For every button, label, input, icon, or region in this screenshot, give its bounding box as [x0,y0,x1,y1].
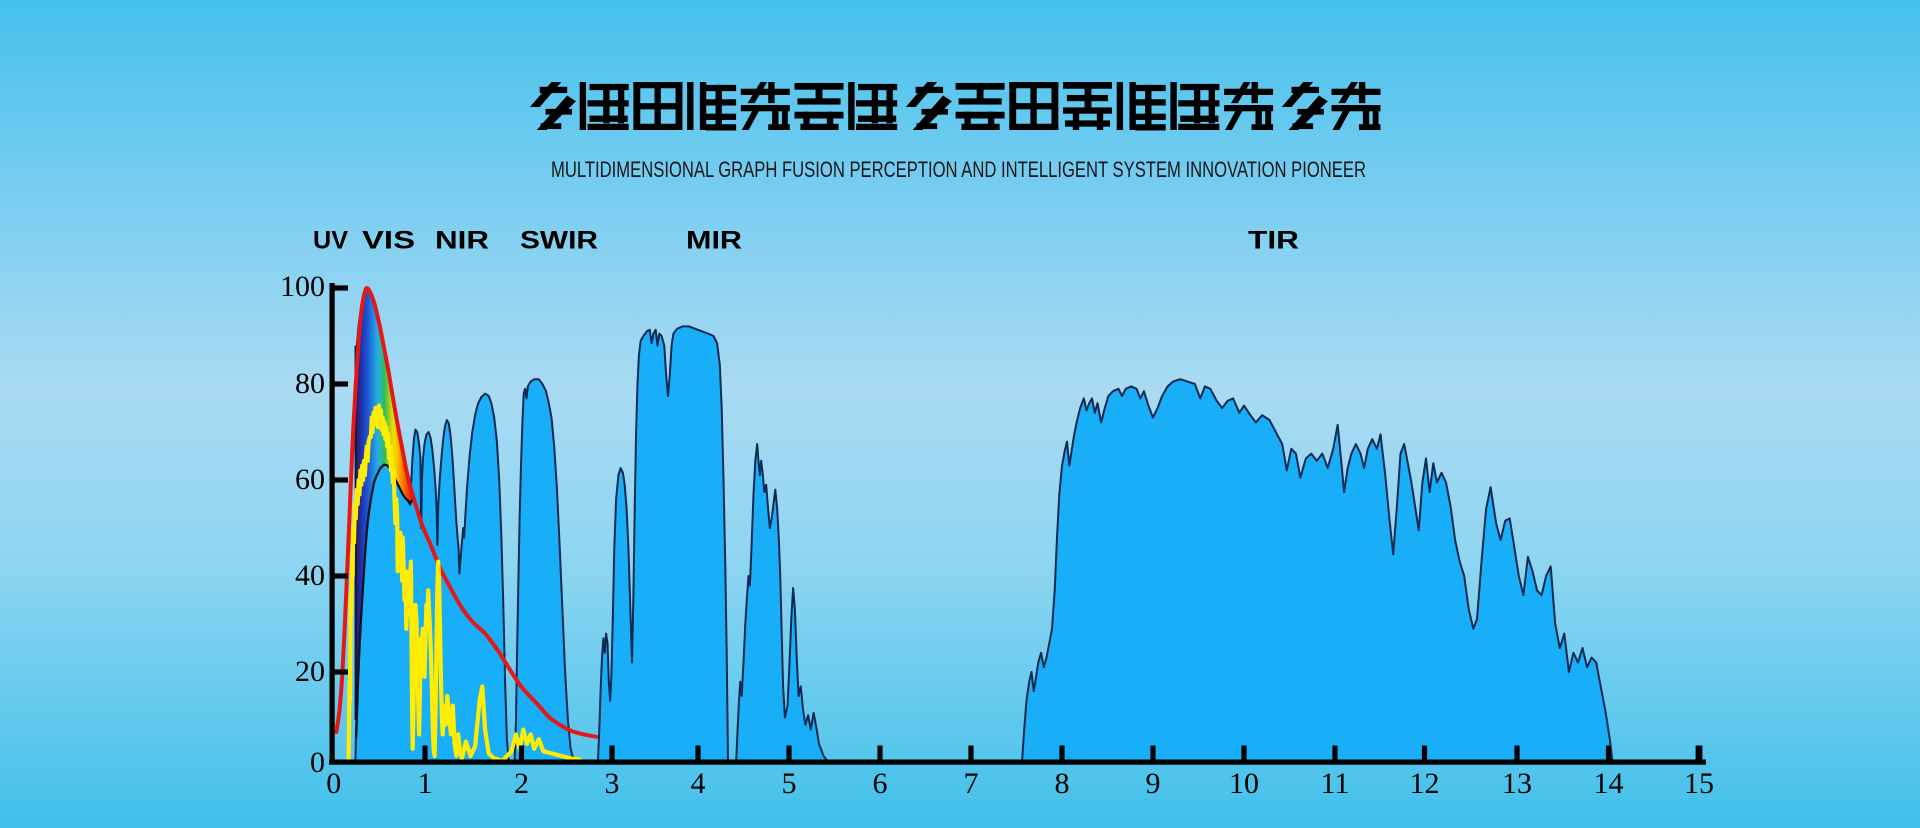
svg-text:MULTIDIMENSIONAL GRAPH FUSION: MULTIDIMENSIONAL GRAPH FUSION PERCEPTION… [551,157,1366,182]
svg-text:11: 11 [1321,767,1350,800]
svg-text:3: 3 [605,767,620,800]
svg-text:0: 0 [310,746,325,779]
svg-text:4: 4 [691,767,706,800]
svg-text:2: 2 [514,767,529,800]
svg-text:13: 13 [1502,767,1532,800]
svg-text:1: 1 [418,767,433,800]
svg-text:100: 100 [280,270,325,303]
svg-text:15: 15 [1684,767,1714,800]
svg-text:40: 40 [295,559,325,592]
svg-text:7: 7 [964,767,979,800]
svg-text:MIR: MIR [686,227,742,255]
svg-text:20: 20 [295,655,325,688]
svg-text:9: 9 [1146,767,1161,800]
svg-text:VIS: VIS [362,227,415,255]
svg-text:10: 10 [1229,767,1259,800]
svg-text:6: 6 [873,767,888,800]
svg-text:0: 0 [326,767,341,800]
svg-text:60: 60 [295,463,325,496]
svg-text:80: 80 [295,367,325,400]
svg-text:5: 5 [782,767,797,800]
svg-text:8: 8 [1055,767,1070,800]
svg-text:SWIR: SWIR [520,227,598,255]
svg-text:12: 12 [1410,767,1440,800]
svg-text:TIR: TIR [1248,227,1299,255]
svg-text:14: 14 [1594,767,1624,800]
svg-text:UV: UV [313,227,348,255]
svg-text:NIR: NIR [435,227,489,255]
